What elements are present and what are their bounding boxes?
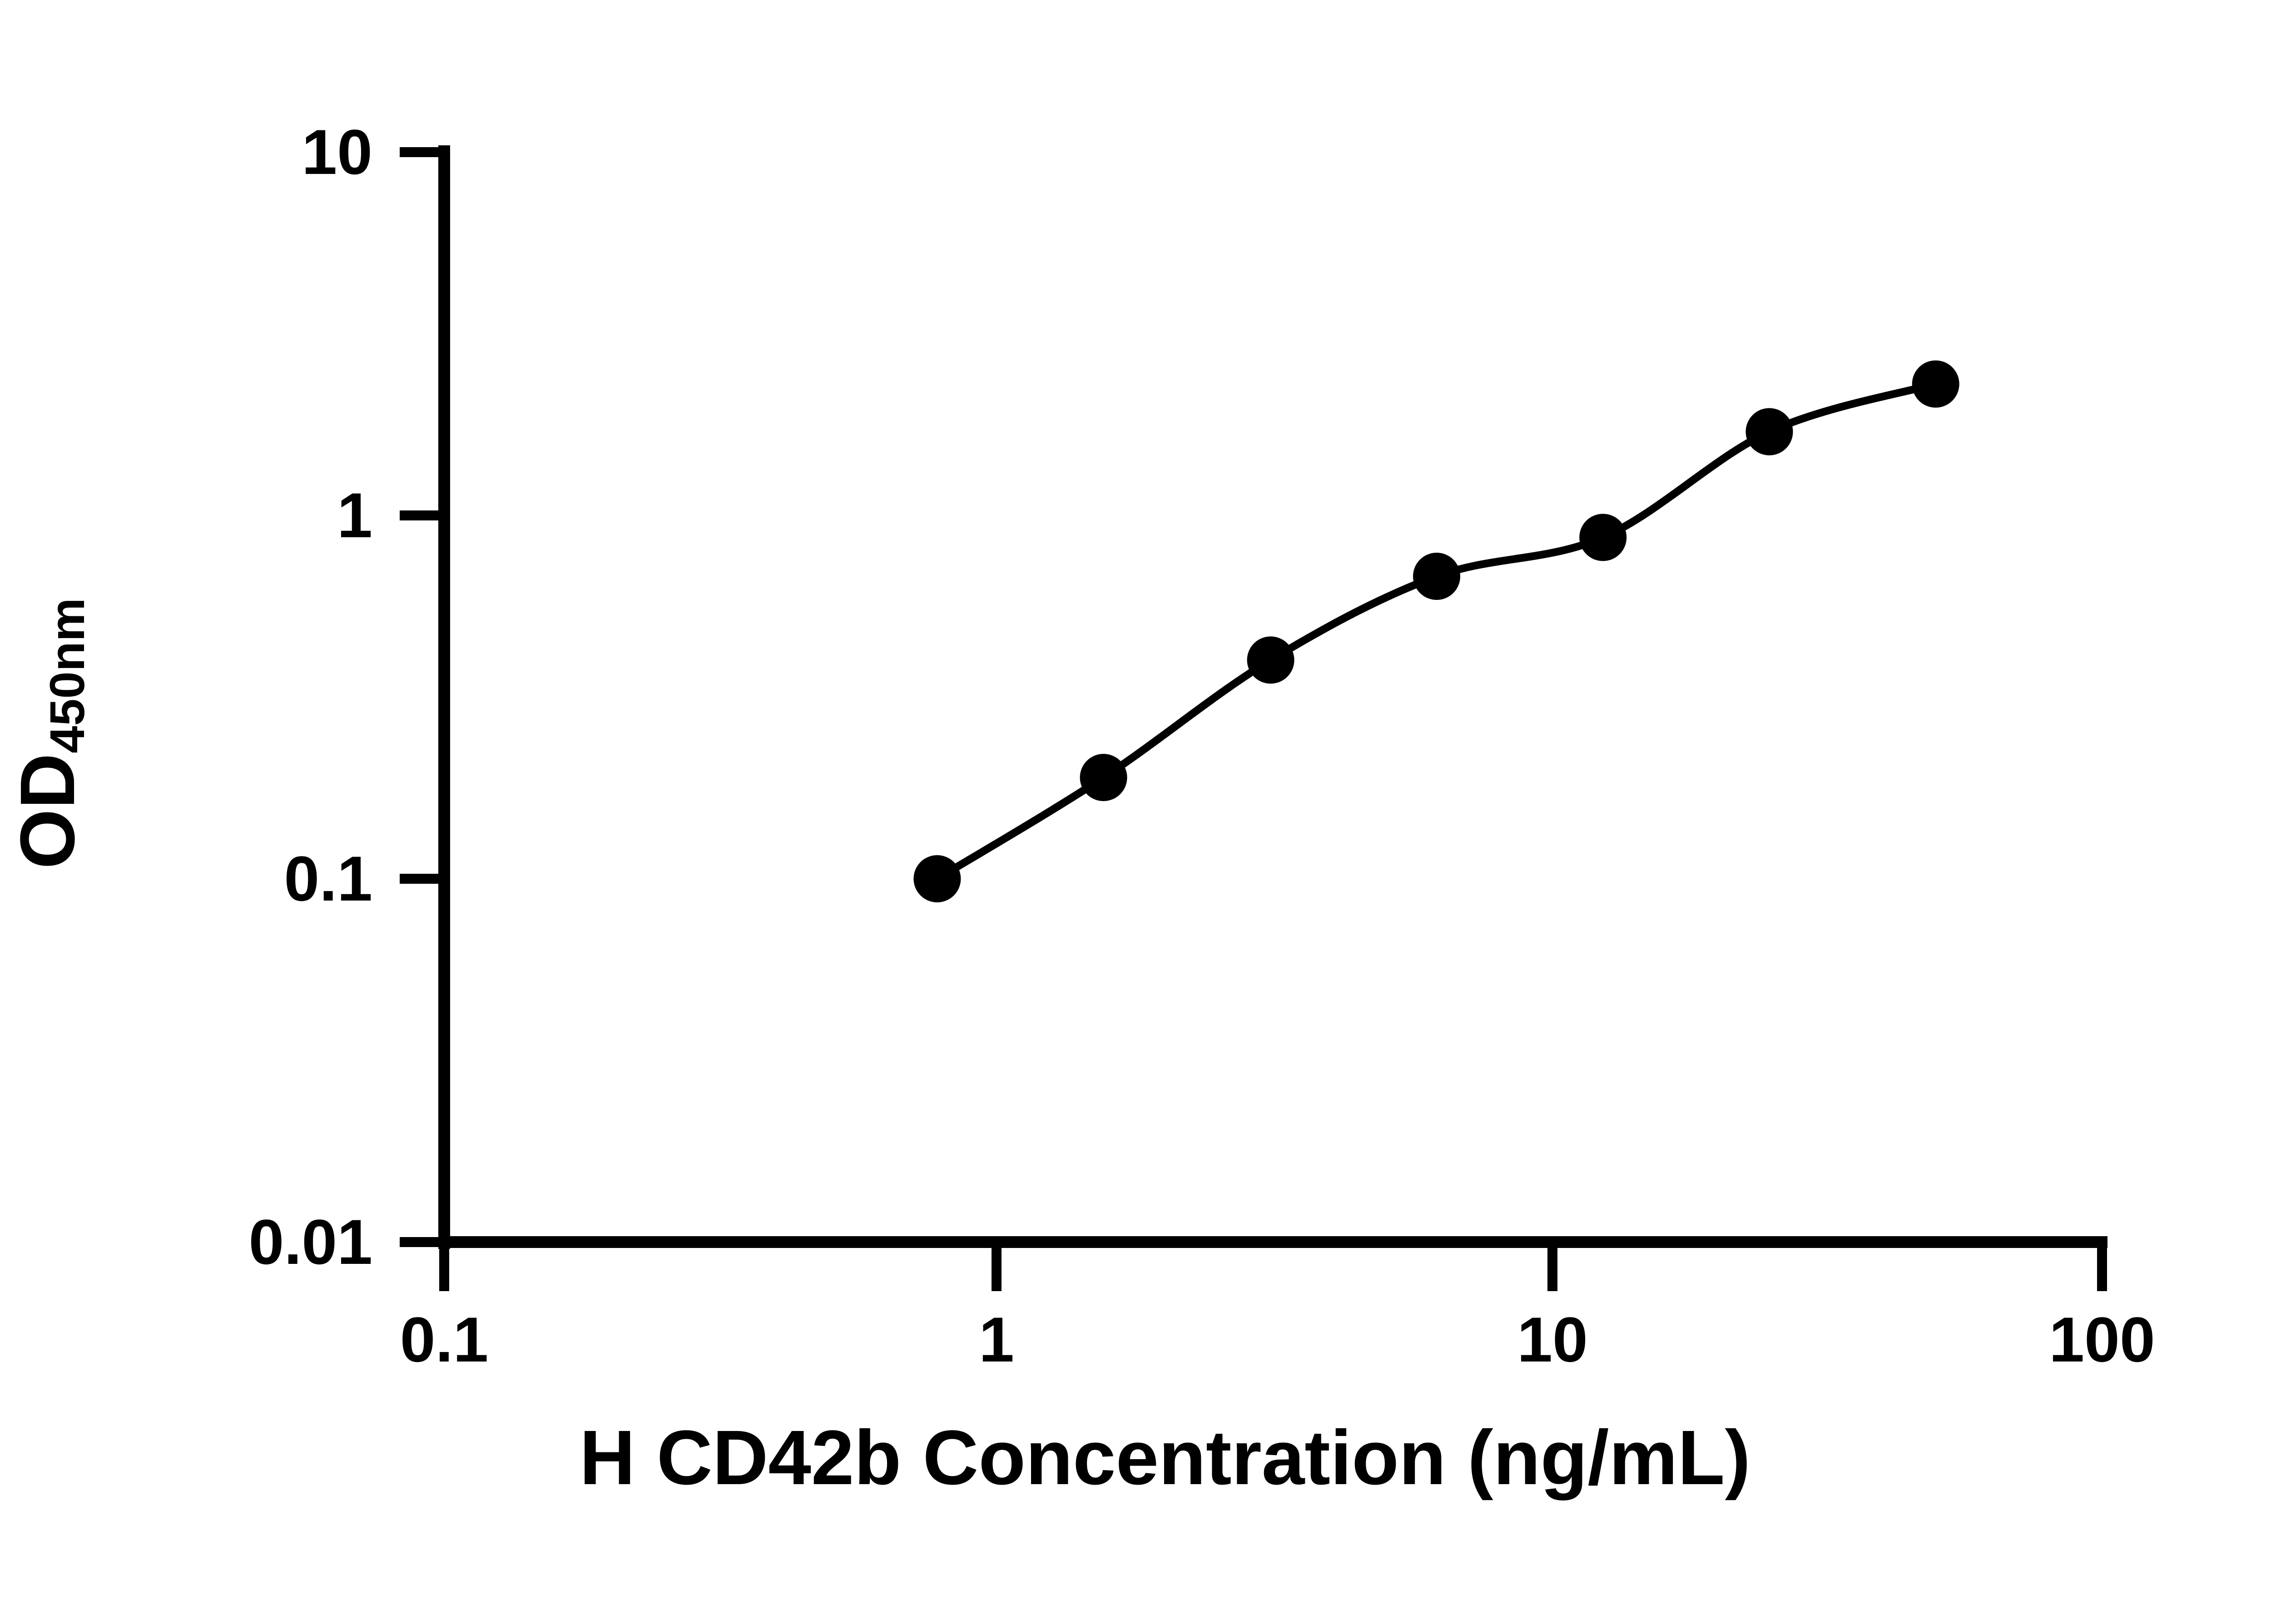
data-point <box>1745 408 1793 456</box>
data-point <box>913 855 961 902</box>
y-tick-label-1: 1 <box>337 480 372 551</box>
fit-curve <box>933 380 1940 883</box>
x-tick-label-100: 100 <box>2049 1304 2155 1375</box>
data-point <box>1912 360 1959 408</box>
data-point-markers <box>913 360 1959 902</box>
data-point <box>1080 754 1127 801</box>
y-tick-label-10: 10 <box>302 116 372 188</box>
x-axis-ticks <box>439 1242 2107 1291</box>
y-axis-title: OD450nm <box>5 416 94 1051</box>
x-tick-label-1: 1 <box>979 1304 1014 1375</box>
x-axis-title: H CD42b Concentration (ng/mL) <box>579 1415 1751 1501</box>
y-axis-title-subscript: 450nm <box>40 598 94 753</box>
data-point <box>1247 636 1294 684</box>
y-axis-ticks <box>400 147 444 1247</box>
x-tick-label-10: 10 <box>1517 1304 1588 1375</box>
data-point <box>1413 553 1460 600</box>
data-point <box>1579 514 1627 561</box>
y-tick-label-0.01: 0.01 <box>248 1206 372 1277</box>
y-axis-title-base: OD <box>5 753 91 869</box>
y-tick-label-0.1: 0.1 <box>284 843 372 914</box>
x-tick-label-0.1: 0.1 <box>400 1304 489 1375</box>
